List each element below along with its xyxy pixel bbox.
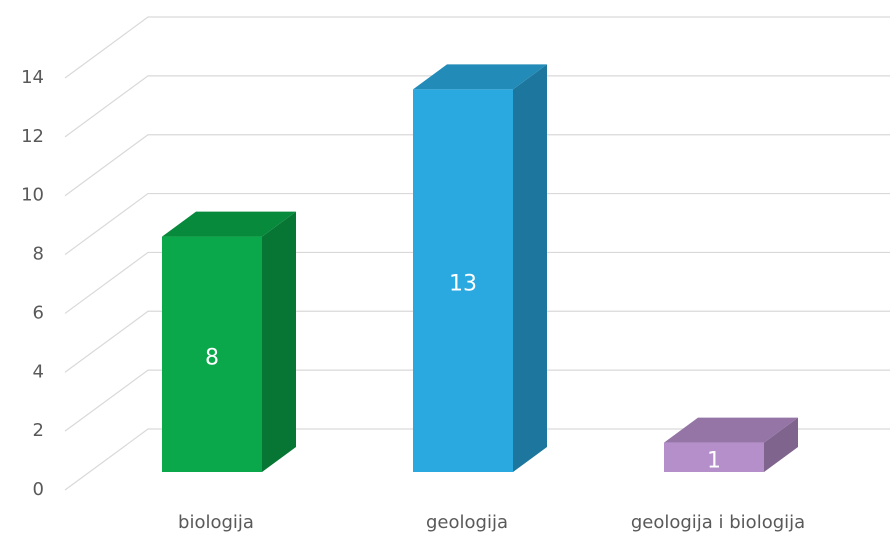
grid-line (64, 134, 890, 197)
y-tick-label: 6 (33, 302, 44, 323)
data-label: 13 (449, 272, 477, 297)
grid-line (64, 369, 890, 432)
bar-top (162, 211, 296, 237)
bar-side (764, 417, 798, 472)
grid-line (64, 16, 890, 79)
bar-top (664, 417, 798, 443)
grid-line (64, 75, 890, 138)
y-tick-label: 4 (33, 361, 44, 382)
y-tick-label: 8 (33, 244, 44, 265)
grid-line (64, 251, 890, 314)
bar (162, 236, 262, 472)
x-tick-label: biologija (178, 512, 254, 533)
grid-line (64, 428, 890, 491)
x-tick-label: geologija (426, 512, 508, 533)
bar-top (413, 64, 547, 90)
bar-side (262, 211, 296, 473)
bar-side (513, 64, 547, 472)
x-tick-label: geologija i biologija (631, 512, 805, 533)
y-tick-label: 14 (21, 67, 44, 88)
grid-line (64, 310, 890, 373)
data-label: 1 (707, 448, 721, 473)
bar (413, 89, 513, 472)
y-tick-label: 2 (33, 420, 44, 441)
y-tick-label: 0 (33, 479, 44, 500)
data-label: 8 (205, 345, 219, 370)
grid-line (64, 192, 890, 256)
bar (664, 442, 764, 472)
y-tick-label: 12 (21, 126, 44, 147)
y-tick-label: 10 (21, 185, 44, 206)
